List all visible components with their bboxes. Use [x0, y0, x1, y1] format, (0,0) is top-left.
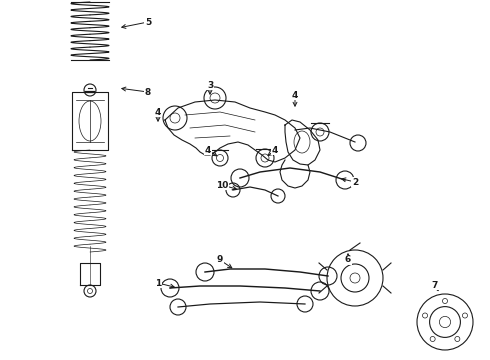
- Text: 7: 7: [432, 280, 438, 289]
- Text: 4: 4: [272, 145, 278, 154]
- Text: 5: 5: [145, 18, 151, 27]
- Text: 4: 4: [155, 108, 161, 117]
- Text: 4: 4: [205, 145, 211, 154]
- Text: 4: 4: [292, 90, 298, 99]
- Text: 8: 8: [145, 87, 151, 96]
- Text: 3: 3: [207, 81, 213, 90]
- Text: 6: 6: [345, 256, 351, 265]
- Text: 10: 10: [216, 180, 228, 189]
- Text: 2: 2: [352, 177, 358, 186]
- Text: 1: 1: [155, 279, 161, 288]
- Text: 9: 9: [217, 256, 223, 265]
